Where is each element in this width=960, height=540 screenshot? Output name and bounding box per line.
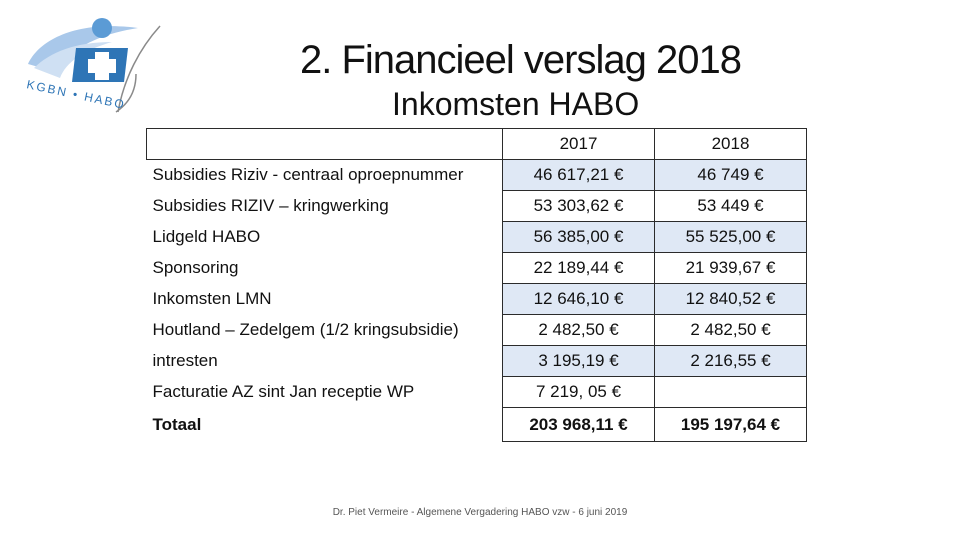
value-2018: 53 449 € [654, 190, 807, 222]
value-2018: 46 749 € [654, 159, 807, 191]
table-row: Sponsoring 22 189,44 € 21 939,67 € [147, 252, 807, 284]
table-row: Lidgeld HABO 56 385,00 € 55 525,00 € [147, 221, 807, 253]
row-label: intresten [152, 351, 218, 370]
value-2017: 53 303,62 € [502, 190, 655, 222]
table-header-row: 2017 2018 [146, 128, 807, 160]
total-2018: 195 197,64 € [654, 407, 807, 442]
table-total-row: Totaal 203 968,11 € 195 197,64 € [147, 407, 807, 442]
medical-cross-swoosh-icon: KGBN • HABO [25, 18, 161, 113]
value-2018 [654, 376, 807, 408]
row-label: Sponsoring [152, 258, 239, 277]
logo-text: KGBN • HABO [25, 77, 127, 112]
value-2018: 21 939,67 € [654, 252, 807, 284]
row-label: Inkomsten LMN [152, 289, 272, 308]
row-label: Subsidies Riziv - centraal oproepnummer [152, 165, 464, 185]
value-2017: 56 385,00 € [502, 221, 655, 253]
value-2017: 7 219, 05 € [502, 376, 655, 408]
value-2017: 12 646,10 € [502, 283, 655, 315]
value-2018: 12 840,52 € [654, 283, 807, 315]
kgbn-habo-logo: KGBN • HABO [20, 8, 180, 126]
row-label: Lidgeld HABO [152, 227, 261, 246]
value-2018: 55 525,00 € [654, 221, 807, 253]
header-cell-2018: 2018 [654, 128, 807, 160]
row-label: Houtland – Zedelgem (1/2 kringsubsidie) [152, 320, 459, 339]
total-2017: 203 968,11 € [502, 407, 655, 442]
value-2017: 2 482,50 € [502, 314, 655, 346]
slide-footer: Dr. Piet Vermeire - Algemene Vergadering… [332, 507, 628, 518]
table-row: intresten 3 195,19 € 2 216,55 € [147, 345, 807, 377]
row-label: Subsidies RIZIV – kringwerking [152, 196, 389, 215]
table-row: Houtland – Zedelgem (1/2 kringsubsidie) … [147, 314, 807, 346]
income-table: 2017 2018 Subsidies Riziv - centraal opr… [146, 128, 807, 442]
value-2017: 46 617,21 € [502, 159, 655, 191]
header-cell-2017: 2017 [502, 128, 655, 160]
row-label: Facturatie AZ sint Jan receptie WP [152, 382, 415, 401]
value-2017: 3 195,19 € [502, 345, 655, 377]
value-2017: 22 189,44 € [502, 252, 655, 284]
total-label: Totaal [152, 414, 202, 434]
value-2018: 2 482,50 € [654, 314, 807, 346]
value-2018: 2 216,55 € [654, 345, 807, 377]
table-row: Subsidies Riziv - centraal oproepnummer … [147, 159, 807, 191]
table-row: Subsidies RIZIV – kringwerking 53 303,62… [147, 190, 807, 222]
page-title: 2. Financieel verslag 2018 [300, 38, 742, 82]
header-cell-empty [146, 128, 503, 160]
table-row: Facturatie AZ sint Jan receptie WP 7 219… [147, 376, 807, 408]
page-subtitle: Inkomsten HABO [392, 86, 640, 122]
table-row: Inkomsten LMN 12 646,10 € 12 840,52 € [147, 283, 807, 315]
